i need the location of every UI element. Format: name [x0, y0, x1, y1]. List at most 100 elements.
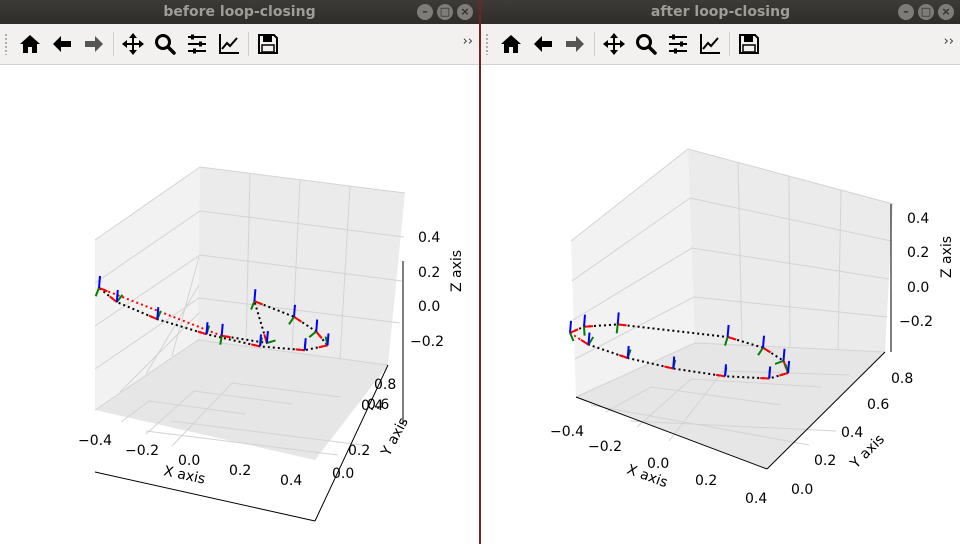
- pose-x-axis: [254, 300, 264, 306]
- loop-closure-edge: [569, 331, 590, 346]
- pose-x-axis: [197, 330, 207, 336]
- back-arrow-icon[interactable]: [527, 28, 559, 60]
- edit-axes-icon[interactable]: [213, 28, 245, 60]
- y-tick-label: 0.6: [867, 397, 889, 413]
- pose-x-axis: [221, 334, 231, 339]
- pose-y-axis: [288, 316, 295, 325]
- window-divider: [479, 0, 481, 544]
- trajectory-segment: [762, 346, 785, 362]
- pose-y-axis: [250, 300, 256, 310]
- z-tick-label: 0.2: [907, 245, 929, 261]
- pose-x-axis: [762, 346, 772, 354]
- axis-lines: [94, 261, 404, 522]
- forward-arrow-icon[interactable]: [559, 28, 591, 60]
- x-tick-label: −0.2: [125, 443, 159, 459]
- navigation-toolbar: ››: [481, 24, 960, 65]
- trajectory-segment: [254, 300, 295, 318]
- minimize-icon[interactable]: –: [417, 4, 433, 20]
- back-arrow-icon[interactable]: [46, 28, 78, 60]
- z-axis-label: Z axis: [449, 250, 465, 292]
- window-title: after loop-closing: [650, 4, 791, 20]
- axes-3d-before[interactable]: −0.4 −0.2 0.0 0.2 0.4 X axis 0.0 0.2 0.4…: [0, 65, 479, 544]
- axes-3d-after[interactable]: −0.4 −0.2 0.0 0.2 0.4 X axis 0.0 0.2 0.4…: [481, 65, 960, 544]
- y-tick-labels: 0.0 0.2 0.4 0.6 0.8: [791, 371, 913, 498]
- trajectory-segment: [98, 287, 118, 303]
- toolbar-overflow-icon[interactable]: ››: [462, 34, 473, 49]
- pose-y-axis: [219, 335, 223, 345]
- window-titlebar[interactable]: after loop-closing – □ ×: [481, 0, 960, 24]
- pane-back-wall: [688, 149, 893, 352]
- y-tick-label: 0.0: [332, 466, 354, 482]
- pose-x-axis: [569, 328, 579, 334]
- maximize-icon[interactable]: □: [918, 4, 934, 20]
- pose-z-axis: [156, 307, 160, 320]
- pose-z-axis: [115, 289, 119, 303]
- y-tick-label: 0.2: [814, 453, 836, 469]
- home-icon[interactable]: [495, 28, 527, 60]
- pose-x-axis: [315, 330, 323, 340]
- pose-z-axis: [98, 275, 101, 288]
- window-title: before loop-closing: [163, 4, 316, 20]
- pose-z-axis: [587, 332, 591, 345]
- pose-z-axis: [762, 335, 765, 348]
- pose-x-axis: [583, 325, 594, 328]
- maximize-icon[interactable]: □: [437, 4, 453, 20]
- z-tick-label: 0.4: [418, 230, 440, 246]
- pose-y-axis: [94, 287, 100, 297]
- x-tick-label: 0.2: [229, 463, 251, 479]
- plot-marks: [569, 312, 791, 380]
- y-tick-label: 0.8: [374, 377, 396, 393]
- y-tick-label: 0.0: [791, 482, 813, 498]
- pose-z-axis: [259, 334, 262, 347]
- x-tick-label: 0.2: [695, 473, 717, 489]
- pose-z-axis: [724, 364, 727, 377]
- pose-x-axis: [779, 371, 789, 377]
- forward-arrow-icon[interactable]: [78, 28, 110, 60]
- trajectory-segment: [304, 344, 328, 352]
- z-tick-label: −0.2: [899, 314, 933, 330]
- configure-subplots-icon[interactable]: [181, 28, 213, 60]
- y-tick-label: 0.4: [841, 425, 863, 441]
- x-tick-label: 0.4: [280, 473, 302, 489]
- pose-y-axis: [724, 336, 729, 346]
- pose-x-axis: [318, 344, 328, 349]
- toolbar-separator: [594, 32, 595, 56]
- home-icon[interactable]: [14, 28, 46, 60]
- x-tick-label: 0.4: [745, 491, 767, 507]
- pose-z-axis: [616, 312, 620, 325]
- pose-z-axis: [253, 289, 257, 302]
- close-icon[interactable]: ×: [457, 4, 473, 20]
- trajectory-segment: [253, 300, 268, 344]
- trajectory-segment: [724, 375, 770, 380]
- configure-subplots-icon[interactable]: [662, 28, 694, 60]
- save-icon[interactable]: [733, 28, 765, 60]
- pan-icon[interactable]: [117, 28, 149, 60]
- figure-window-before: before loop-closing – □ × ››: [0, 0, 479, 544]
- save-icon[interactable]: [252, 28, 284, 60]
- toolbar-overflow-icon[interactable]: ››: [943, 34, 954, 49]
- x-tick-label: −0.4: [78, 433, 112, 449]
- window-titlebar[interactable]: before loop-closing – □ ×: [0, 0, 479, 24]
- trajectory-segment: [157, 318, 207, 336]
- grid-lines: [570, 148, 894, 446]
- pose-y-axis: [569, 332, 575, 342]
- close-icon[interactable]: ×: [938, 4, 954, 20]
- zoom-icon[interactable]: [630, 28, 662, 60]
- minimize-icon[interactable]: –: [898, 4, 914, 20]
- zoom-icon[interactable]: [149, 28, 181, 60]
- pose-y-axis: [757, 347, 764, 356]
- pose-x-axis: [617, 323, 627, 327]
- edit-axes-icon[interactable]: [694, 28, 726, 60]
- toolbar-grip[interactable]: [485, 33, 489, 55]
- pose-x-axis: [580, 338, 590, 346]
- pan-icon[interactable]: [598, 28, 630, 60]
- pose-z-axis: [782, 348, 786, 361]
- pose-y-axis: [774, 359, 784, 365]
- pose-z-axis: [205, 322, 209, 335]
- x-tick-labels: −0.4 −0.2 0.0 0.2 0.4: [78, 433, 302, 489]
- x-tick-label: −0.4: [550, 424, 584, 440]
- toolbar-grip[interactable]: [4, 33, 8, 55]
- pose-z-axis: [326, 333, 330, 346]
- pose-x-axis: [293, 315, 303, 323]
- pane-floor: [576, 343, 885, 469]
